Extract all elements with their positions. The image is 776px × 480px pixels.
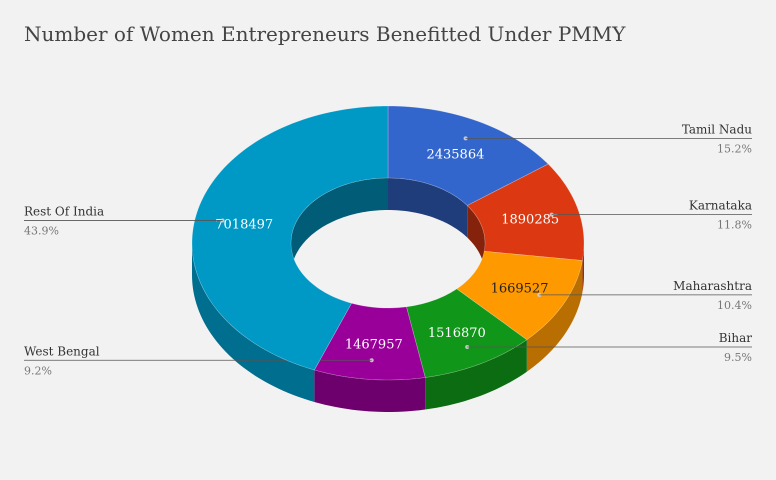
side-west-bengal [314, 369, 426, 412]
legend-percent-karnataka: 11.8% [717, 219, 752, 232]
side-maharashtra [526, 260, 583, 372]
legend-percent-tamil-nadu: 15.2% [717, 142, 752, 155]
inner-wall-karnataka-0 [467, 205, 485, 275]
legend-label-rest-of-india: Rest Of India [24, 204, 104, 218]
legend-label-tamil-nadu: Tamil Nadu [682, 122, 752, 136]
legend-percent-maharashtra: 10.4% [717, 299, 752, 312]
legend-label-maharashtra: Maharashtra [673, 279, 752, 293]
legend-label-bihar: Bihar [719, 331, 753, 345]
value-label-maharashtra: 1669527 [491, 281, 549, 296]
value-label-west-bengal: 1467957 [345, 338, 403, 353]
legend-maharashtra: Maharashtra 10.4% [537, 279, 752, 312]
value-label-tamil-nadu: 2435864 [426, 147, 484, 162]
inner-wall-rest-of-india-1 [291, 178, 388, 275]
legend-tamil-nadu: Tamil Nadu 15.2% [463, 122, 752, 155]
legend-percent-bihar: 9.5% [724, 351, 752, 364]
donut-top: 2435864 Tamil Nadu 15.2% 1890285 Karnataka 11… [24, 105, 752, 381]
legend-bihar: Bihar 9.5% [465, 331, 752, 364]
legend-karnataka: Karnataka 11.8% [549, 199, 752, 232]
chart-title: Number of Women Entrepreneurs Benefitted… [24, 22, 626, 46]
side-rest-of-india [192, 243, 315, 402]
value-label-rest-of-india: 7018497 [215, 218, 273, 233]
side-bihar [425, 339, 527, 410]
inner-wall-tamil-nadu-0 [388, 178, 468, 238]
value-label-bihar: 1516870 [428, 326, 486, 341]
legend-percent-rest-of-india: 43.9% [24, 224, 59, 237]
value-label-karnataka: 1890285 [501, 213, 559, 228]
slice-rest-of-india [191, 105, 389, 371]
donut-sides [192, 243, 584, 412]
side-karnataka [582, 243, 584, 293]
legend-rest-of-india: Rest Of India 43.9% [24, 204, 225, 237]
legend-percent-west-bengal: 9.2% [24, 364, 52, 377]
legend-label-karnataka: Karnataka [689, 199, 752, 213]
legend-label-west-bengal: West Bengal [24, 344, 100, 358]
legend-west-bengal: West Bengal 9.2% [24, 344, 374, 377]
